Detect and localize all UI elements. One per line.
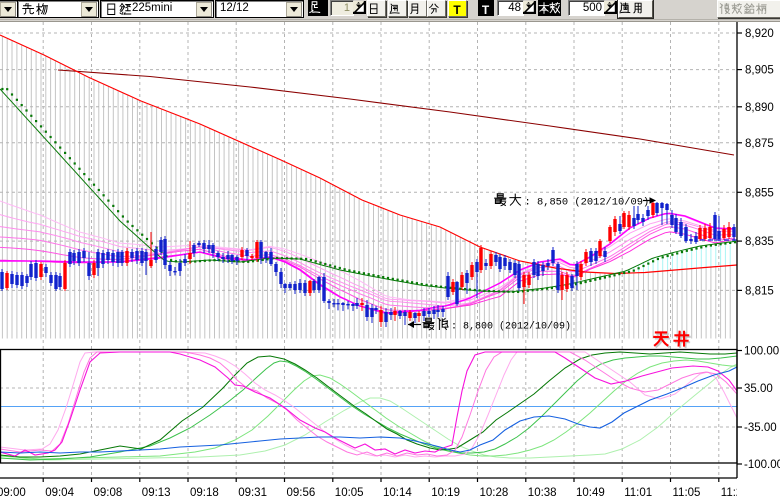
svg-text:09:18: 09:18	[190, 487, 219, 499]
svg-text:35.00: 35.00	[744, 383, 773, 395]
svg-text:09:00: 09:00	[0, 487, 26, 499]
svg-text:-35.00: -35.00	[744, 422, 777, 434]
svg-text:8,875: 8,875	[745, 138, 774, 150]
svg-text:8,815: 8,815	[745, 285, 774, 297]
svg-text:-100.00: -100.00	[744, 459, 780, 471]
svg-text:8,920: 8,920	[745, 28, 774, 40]
svg-text:11:21: 11:21	[721, 487, 749, 499]
svg-text:8,855: 8,855	[745, 187, 774, 199]
svg-text:: 8,800 (2012/10/09): : 8,800 (2012/10/09)	[451, 321, 571, 333]
svg-text:8,905: 8,905	[745, 65, 774, 77]
svg-text:11:01: 11:01	[624, 487, 652, 499]
svg-text:11:05: 11:05	[673, 487, 701, 499]
svg-text:8,890: 8,890	[745, 102, 774, 114]
svg-text:10:19: 10:19	[431, 487, 460, 499]
svg-text:10:49: 10:49	[576, 487, 605, 499]
svg-text:09:04: 09:04	[45, 487, 74, 499]
svg-text:10:05: 10:05	[335, 487, 364, 499]
svg-text:: 8,850 (2012/10/09): : 8,850 (2012/10/09)	[525, 197, 650, 209]
svg-text:09:08: 09:08	[94, 487, 123, 499]
svg-text:09:31: 09:31	[238, 487, 267, 499]
svg-text:100.00: 100.00	[744, 346, 779, 358]
svg-text:10:28: 10:28	[480, 487, 509, 499]
svg-text:09:13: 09:13	[142, 487, 171, 499]
svg-text:10:14: 10:14	[383, 487, 412, 499]
svg-text:8,835: 8,835	[745, 236, 774, 248]
svg-text:10:38: 10:38	[528, 487, 557, 499]
svg-text:09:56: 09:56	[287, 487, 316, 499]
